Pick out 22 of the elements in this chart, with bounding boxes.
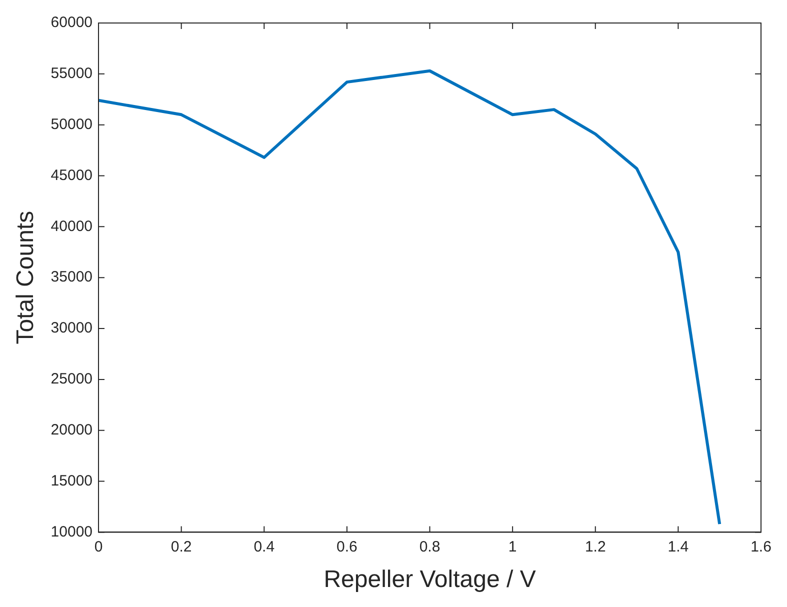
x-tick-label: 0.2 [170,538,192,556]
x-tick-label: 1.4 [668,538,689,556]
x-tick-label: 0.8 [419,538,440,556]
y-tick-label: 45000 [50,166,93,184]
y-tick-label: 60000 [50,14,93,32]
y-tick-label: 40000 [50,218,93,235]
y-tick-label: 35000 [50,268,93,286]
y-tick-label: 50000 [50,116,93,133]
x-tick-label: 1 [508,538,517,556]
y-tick-label: 25000 [50,370,93,388]
x-tick-label: 0.6 [336,538,358,556]
y-axis-title: Total Counts [12,210,40,344]
y-tick-label: 15000 [50,472,93,490]
x-tick-label: 0 [94,538,103,556]
y-tick-label: 20000 [50,422,93,438]
x-axis-title: Repeller Voltage / V [324,566,536,594]
y-tick-label: 55000 [50,65,93,82]
y-tick-label: 10000 [50,523,93,540]
x-tick-label: 1.6 [750,538,772,556]
y-tick-label: 30000 [50,320,93,337]
x-tick-label: 1.2 [584,538,606,556]
x-tick-label: 0.4 [254,538,275,556]
